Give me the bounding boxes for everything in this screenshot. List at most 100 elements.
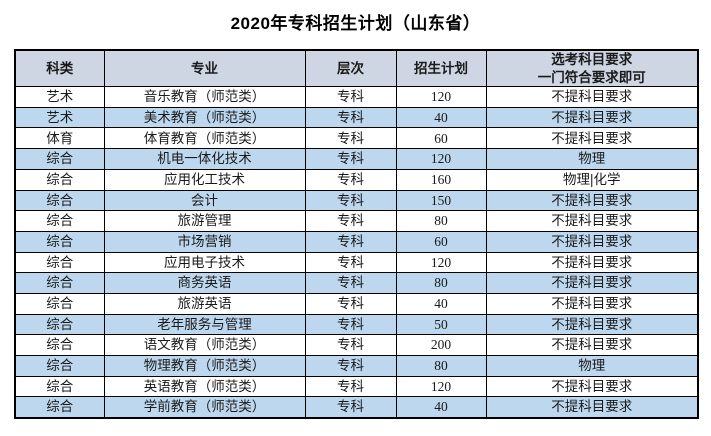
cell-level: 专科 bbox=[304, 355, 397, 377]
table-row: 综合 市场营销 专科 60 不提科目要求 bbox=[14, 230, 699, 253]
header-level: 层次 bbox=[304, 49, 397, 88]
header-plan: 招生计划 bbox=[395, 49, 487, 88]
cell-major: 美术教育（师范类） bbox=[103, 106, 306, 129]
cell-category: 体育 bbox=[14, 127, 105, 150]
header-major: 专业 bbox=[103, 49, 306, 88]
cell-level: 专科 bbox=[304, 251, 397, 274]
cell-plan: 80 bbox=[395, 210, 487, 232]
cell-major: 旅游英语 bbox=[103, 292, 306, 315]
cell-plan: 60 bbox=[395, 230, 487, 253]
cell-plan: 80 bbox=[395, 272, 487, 294]
cell-requirement: 不提科目要求 bbox=[485, 210, 699, 232]
table-row: 综合 应用电子技术 专科 120 不提科目要求 bbox=[14, 251, 699, 274]
cell-plan: 40 bbox=[395, 106, 487, 129]
cell-level: 专科 bbox=[304, 272, 397, 294]
cell-plan: 120 bbox=[395, 148, 487, 170]
cell-requirement: 不提科目要求 bbox=[485, 230, 699, 253]
header-category: 科类 bbox=[14, 49, 105, 88]
cell-requirement: 不提科目要求 bbox=[485, 292, 699, 315]
cell-major: 语文教育（师范类） bbox=[103, 334, 306, 357]
page-title: 2020年专科招生计划（山东省） bbox=[230, 14, 481, 33]
cell-requirement: 不提科目要求 bbox=[485, 334, 699, 357]
cell-plan: 60 bbox=[395, 127, 487, 150]
cell-category: 综合 bbox=[14, 272, 105, 294]
cell-category: 综合 bbox=[14, 210, 105, 232]
cell-major: 老年服务与管理 bbox=[103, 313, 306, 336]
cell-plan: 200 bbox=[395, 334, 487, 357]
cell-category: 综合 bbox=[14, 189, 105, 212]
cell-requirement: 不提科目要求 bbox=[485, 396, 699, 419]
cell-category: 综合 bbox=[14, 313, 105, 336]
cell-major: 英语教育（师范类） bbox=[103, 375, 306, 398]
cell-level: 专科 bbox=[304, 189, 397, 212]
cell-major: 学前教育（师范类） bbox=[103, 396, 306, 419]
cell-plan: 50 bbox=[395, 313, 487, 336]
table-row: 综合 物理教育（师范类） 专科 80 物理 bbox=[14, 355, 699, 377]
cell-major: 机电一体化技术 bbox=[103, 148, 306, 170]
cell-category: 综合 bbox=[14, 375, 105, 398]
cell-category: 综合 bbox=[14, 355, 105, 377]
cell-level: 专科 bbox=[304, 396, 397, 419]
cell-major: 应用电子技术 bbox=[103, 251, 306, 274]
table-row: 综合 老年服务与管理 专科 50 不提科目要求 bbox=[14, 313, 699, 336]
table-row: 综合 商务英语 专科 80 不提科目要求 bbox=[14, 272, 699, 294]
cell-major: 商务英语 bbox=[103, 272, 306, 294]
cell-plan: 40 bbox=[395, 396, 487, 419]
enrollment-plan-table: 科类 专业 层次 招生计划 选考科目要求 一门符合要求即可 艺术 音乐教育（师范… bbox=[14, 49, 699, 419]
cell-plan: 120 bbox=[395, 86, 487, 108]
table-row: 艺术 美术教育（师范类） 专科 40 不提科目要求 bbox=[14, 106, 699, 129]
cell-plan: 120 bbox=[395, 251, 487, 274]
cell-level: 专科 bbox=[304, 230, 397, 253]
table-row: 综合 语文教育（师范类） 专科 200 不提科目要求 bbox=[14, 334, 699, 357]
table-row: 综合 学前教育（师范类） 专科 40 不提科目要求 bbox=[14, 396, 699, 419]
table-row: 综合 应用化工技术 专科 160 物理|化学 bbox=[14, 168, 699, 191]
table-row: 体育 体育教育（师范类） 专科 60 不提科目要求 bbox=[14, 127, 699, 150]
cell-category: 综合 bbox=[14, 396, 105, 419]
cell-category: 综合 bbox=[14, 168, 105, 191]
cell-category: 艺术 bbox=[14, 106, 105, 129]
cell-plan: 80 bbox=[395, 355, 487, 377]
cell-level: 专科 bbox=[304, 168, 397, 191]
table-row: 综合 会计 专科 150 不提科目要求 bbox=[14, 189, 699, 212]
cell-plan: 160 bbox=[395, 168, 487, 191]
cell-plan: 150 bbox=[395, 189, 487, 212]
table-header-row: 科类 专业 层次 招生计划 选考科目要求 一门符合要求即可 bbox=[14, 49, 699, 88]
cell-level: 专科 bbox=[304, 106, 397, 129]
cell-requirement: 不提科目要求 bbox=[485, 86, 699, 108]
cell-plan: 120 bbox=[395, 375, 487, 398]
table-row: 综合 旅游英语 专科 40 不提科目要求 bbox=[14, 292, 699, 315]
page: 2020年专科招生计划（山东省） 科类 专业 层次 招生计划 选考科目要求 一门… bbox=[0, 9, 711, 419]
table-row: 艺术 音乐教育（师范类） 专科 120 不提科目要求 bbox=[14, 86, 699, 108]
cell-level: 专科 bbox=[304, 375, 397, 398]
cell-requirement: 物理 bbox=[485, 355, 699, 377]
table-row: 综合 机电一体化技术 专科 120 物理 bbox=[14, 148, 699, 170]
cell-requirement: 不提科目要求 bbox=[485, 313, 699, 336]
table-row: 综合 旅游管理 专科 80 不提科目要求 bbox=[14, 210, 699, 232]
cell-major: 物理教育（师范类） bbox=[103, 355, 306, 377]
cell-major: 应用化工技术 bbox=[103, 168, 306, 191]
cell-category: 综合 bbox=[14, 148, 105, 170]
header-requirement: 选考科目要求 一门符合要求即可 bbox=[485, 49, 699, 88]
cell-category: 艺术 bbox=[14, 86, 105, 108]
cell-level: 专科 bbox=[304, 313, 397, 336]
cell-major: 体育教育（师范类） bbox=[103, 127, 306, 150]
cell-requirement: 不提科目要求 bbox=[485, 251, 699, 274]
cell-requirement: 不提科目要求 bbox=[485, 272, 699, 294]
cell-requirement: 不提科目要求 bbox=[485, 106, 699, 129]
cell-level: 专科 bbox=[304, 86, 397, 108]
cell-category: 综合 bbox=[14, 292, 105, 315]
cell-requirement: 物理 bbox=[485, 148, 699, 170]
cell-category: 综合 bbox=[14, 230, 105, 253]
table-row: 综合 英语教育（师范类） 专科 120 不提科目要求 bbox=[14, 375, 699, 398]
cell-requirement: 不提科目要求 bbox=[485, 127, 699, 150]
cell-level: 专科 bbox=[304, 148, 397, 170]
cell-major: 音乐教育（师范类） bbox=[103, 86, 306, 108]
cell-requirement: 物理|化学 bbox=[485, 168, 699, 191]
cell-level: 专科 bbox=[304, 292, 397, 315]
cell-requirement: 不提科目要求 bbox=[485, 375, 699, 398]
cell-level: 专科 bbox=[304, 210, 397, 232]
cell-category: 综合 bbox=[14, 334, 105, 357]
cell-major: 会计 bbox=[103, 189, 306, 212]
cell-level: 专科 bbox=[304, 127, 397, 150]
cell-requirement: 不提科目要求 bbox=[485, 189, 699, 212]
